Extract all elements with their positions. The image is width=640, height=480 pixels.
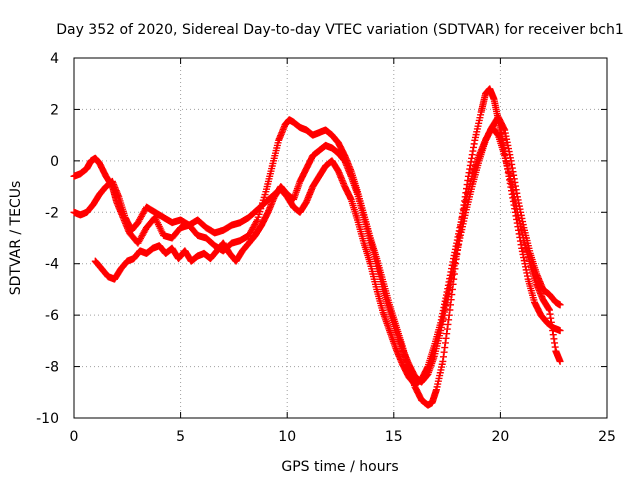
series-3 xyxy=(91,123,564,386)
x-tick-label: 25 xyxy=(598,429,616,445)
x-axis-label: GPS time / hours xyxy=(281,459,398,475)
x-tick-label: 15 xyxy=(385,429,403,445)
data-point xyxy=(556,301,564,309)
y-tick-label: 4 xyxy=(50,51,59,67)
x-tick-label: 0 xyxy=(70,429,79,445)
y-tick-label: -8 xyxy=(45,360,59,376)
y-tick-label: -6 xyxy=(45,308,59,324)
x-tick-label: 10 xyxy=(278,429,296,445)
y-tick-label: -2 xyxy=(45,205,59,221)
y-tick-label: -10 xyxy=(36,411,59,427)
data-point xyxy=(556,327,564,335)
data-points xyxy=(70,85,564,409)
data-point xyxy=(556,357,564,365)
x-tick-label: 5 xyxy=(176,429,185,445)
y-tick-label: 0 xyxy=(50,154,59,170)
x-tick-label: 20 xyxy=(491,429,509,445)
chart-title: Day 352 of 2020, Sidereal Day-to-day VTE… xyxy=(56,22,624,38)
axis-ticks: 0 5 10 15 20 25 -10 -8 -6 -4 -2 0 2 4 xyxy=(36,51,616,445)
y-tick-label: 2 xyxy=(50,102,59,118)
data-point xyxy=(252,218,260,226)
plot-frame xyxy=(73,57,608,419)
y-axis-label: SDTVAR / TECUs xyxy=(8,181,24,296)
y-tick-label: -4 xyxy=(45,257,59,273)
